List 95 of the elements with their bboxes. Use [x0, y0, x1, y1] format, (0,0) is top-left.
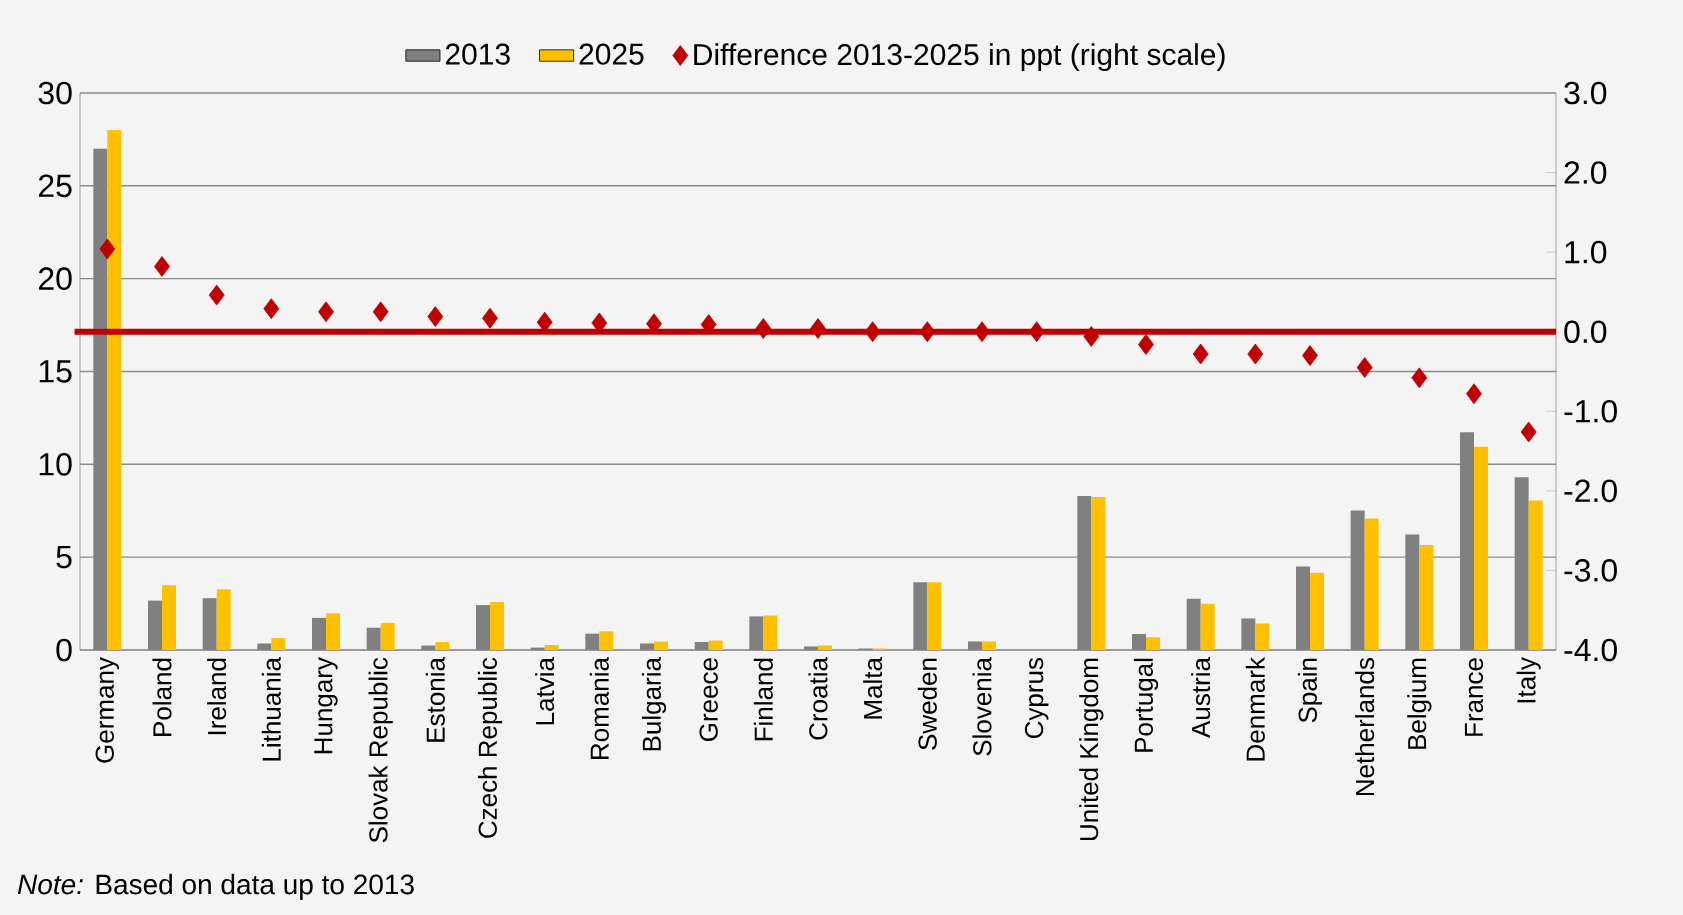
bar [654, 641, 668, 650]
y2-tick-label: 3.0 [1564, 81, 1607, 105]
y2-tick-label: 0.0 [1564, 320, 1607, 344]
x-tick-label: Latvia [535, 657, 555, 725]
bar [162, 585, 177, 650]
x-tick-label: Sweden [917, 658, 937, 750]
x-tick-label: Croatia [808, 657, 828, 740]
bar [544, 644, 559, 650]
bar [1364, 518, 1379, 650]
x-tick-label: Lithuania [261, 657, 281, 761]
x-tick-label: United Kingdom [1079, 658, 1104, 841]
y2-tick-label: -4.0 [1564, 638, 1617, 662]
y-tick-label: 25 [38, 174, 72, 198]
x-tick-label: Spain [1297, 658, 1323, 723]
y-tick-label: 10 [39, 453, 72, 476]
bar [1528, 500, 1543, 650]
point [99, 238, 116, 260]
bar [708, 640, 723, 650]
y2-tick-label: 1.0 [1565, 240, 1607, 264]
bar [271, 638, 286, 650]
x-tick-label: Slovenia [972, 657, 992, 756]
point [700, 314, 717, 335]
point [427, 306, 444, 327]
bar [435, 642, 450, 650]
y2-tick-label: -3.0 [1564, 559, 1617, 582]
bar [1091, 497, 1106, 650]
point [1411, 367, 1428, 389]
point [263, 298, 280, 320]
bar [818, 645, 832, 650]
point [1192, 343, 1209, 365]
x-tick-label: Greece [699, 658, 718, 741]
x-tick-label: Germany [95, 657, 120, 763]
bar [107, 130, 122, 650]
point [919, 321, 936, 343]
y-tick-label: 0 [56, 638, 72, 662]
point [864, 321, 881, 343]
bar [1200, 603, 1215, 650]
point [318, 301, 334, 323]
x-tick-label: Slovak Republic [368, 657, 393, 843]
y2-tick-label: -2.0 [1564, 479, 1617, 503]
point [1138, 334, 1154, 355]
point [1028, 321, 1045, 343]
bar [380, 622, 395, 650]
point [208, 284, 225, 306]
point [755, 318, 772, 339]
point [1520, 421, 1537, 443]
x-tick-label: Austria [1191, 657, 1211, 738]
bar [599, 631, 614, 650]
bar [982, 641, 996, 650]
bar [927, 582, 942, 650]
bar [1310, 572, 1324, 650]
x-tick-label: Czech Republic [477, 657, 503, 838]
y-tick-label: 5 [56, 545, 72, 569]
point [372, 301, 389, 323]
point [1466, 383, 1482, 405]
bar [216, 589, 231, 650]
x-tick-label: Netherlands [1355, 658, 1375, 796]
point [1302, 345, 1318, 366]
bar [1146, 637, 1160, 650]
x-tick-label: Romania [589, 657, 609, 759]
x-tick-label: Malta [863, 657, 883, 719]
x-tick-label: Ireland [207, 658, 227, 735]
legend-label: 2013 [445, 43, 510, 65]
bar [326, 613, 341, 650]
point [1083, 326, 1100, 347]
text: Note: Based on data up to 2013 [17, 873, 414, 900]
legend-label: 2025 [579, 43, 644, 65]
x-tick-label: Finland [753, 658, 773, 741]
bar [763, 615, 778, 650]
x-tick-label: Bulgaria [641, 657, 667, 751]
y-tick-label: 30 [38, 81, 72, 105]
x-tick-label: Poland [152, 658, 172, 736]
bar [1255, 623, 1270, 650]
point [482, 307, 498, 329]
y2-tick-label: -1.0 [1564, 399, 1617, 423]
point [974, 321, 990, 343]
x-tick-label: Italy [1516, 657, 1541, 703]
x-tick-label: France [1464, 658, 1484, 736]
x-tick-label: Portugal [1133, 658, 1159, 752]
bar [1474, 446, 1488, 650]
point [1247, 343, 1264, 365]
point [154, 256, 170, 277]
y-tick-label: 15 [39, 360, 72, 383]
bar [1419, 545, 1434, 650]
point [810, 318, 826, 339]
x-tick-label: Estonia [425, 657, 445, 742]
point [1356, 357, 1373, 378]
x-tick-label: Cyprus [1024, 657, 1049, 739]
bar [490, 602, 505, 650]
x-tick-label: Denmark [1245, 657, 1265, 761]
y2-tick-label: 2.0 [1564, 161, 1607, 184]
x-tick-label: Belgium [1407, 658, 1432, 749]
x-tick-label: Hungary [314, 657, 338, 754]
y-tick-label: 20 [38, 267, 72, 290]
legend-label: Difference 2013-2025 in ppt (right scale) [694, 43, 1225, 72]
